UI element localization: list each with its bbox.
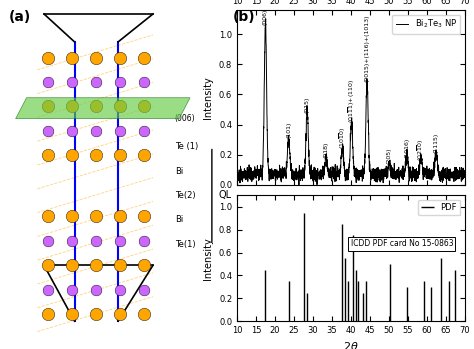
Text: (a): (a) <box>9 10 31 24</box>
Point <box>45 238 52 244</box>
Point <box>45 153 52 158</box>
Point <box>140 104 148 109</box>
Point <box>140 287 148 292</box>
Point <box>117 79 124 85</box>
Point <box>117 238 124 244</box>
Point <box>92 311 100 317</box>
Text: (1115): (1115) <box>434 133 438 153</box>
Point <box>117 104 124 109</box>
Point <box>45 262 52 268</box>
Point <box>45 311 52 317</box>
X-axis label: 2$\theta$: 2$\theta$ <box>343 341 359 349</box>
Point <box>92 79 100 85</box>
Point <box>45 214 52 219</box>
Y-axis label: Intensity: Intensity <box>203 237 213 280</box>
Text: (02$\overline{1}$0): (02$\overline{1}$0) <box>416 138 426 161</box>
Text: (10$\overline{1}$0): (10$\overline{1}$0) <box>337 126 348 148</box>
Point <box>69 104 76 109</box>
Text: ICDD PDF card No 15-0863: ICDD PDF card No 15-0863 <box>350 239 453 248</box>
Text: (0015)+(116)+(1013): (0015)+(116)+(1013) <box>365 14 370 81</box>
Point <box>69 262 76 268</box>
Point <box>45 104 52 109</box>
Point <box>92 128 100 134</box>
Point <box>69 128 76 134</box>
Point <box>140 238 148 244</box>
Text: (018): (018) <box>324 141 328 157</box>
Point <box>69 79 76 85</box>
Point <box>69 55 76 60</box>
Point <box>92 214 100 219</box>
Text: Bi: Bi <box>175 215 183 224</box>
Point <box>92 55 100 60</box>
Point <box>45 287 52 292</box>
Point <box>45 128 52 134</box>
Point <box>117 55 124 60</box>
Point <box>140 262 148 268</box>
Polygon shape <box>16 98 190 119</box>
Point <box>117 287 124 292</box>
Text: (b): (b) <box>232 10 255 24</box>
Text: QL: QL <box>219 191 231 200</box>
Point <box>69 153 76 158</box>
Text: (006): (006) <box>175 114 195 123</box>
Text: (205): (205) <box>387 147 392 164</box>
Text: (101): (101) <box>286 121 291 138</box>
Point <box>69 214 76 219</box>
Point <box>117 262 124 268</box>
Point <box>117 128 124 134</box>
Point <box>92 238 100 244</box>
Point <box>117 311 124 317</box>
Text: Te(2): Te(2) <box>175 191 195 200</box>
Text: (006): (006) <box>263 7 268 23</box>
Text: Bi: Bi <box>175 166 183 176</box>
Point <box>117 214 124 219</box>
Y-axis label: Intensity: Intensity <box>203 76 213 119</box>
Point <box>92 287 100 292</box>
Point <box>140 79 148 85</box>
Text: (01$\overline{1}$1)+(110): (01$\overline{1}$1)+(110) <box>346 78 357 122</box>
Legend: Bi$_2$Te$_3$ NP: Bi$_2$Te$_3$ NP <box>392 15 460 34</box>
Point <box>45 79 52 85</box>
Point <box>92 262 100 268</box>
Point <box>69 311 76 317</box>
Legend: PDF: PDF <box>418 200 460 215</box>
Point <box>140 153 148 158</box>
Point <box>92 153 100 158</box>
Point <box>92 104 100 109</box>
Point <box>69 238 76 244</box>
Point <box>140 128 148 134</box>
Point <box>140 311 148 317</box>
Point <box>45 55 52 60</box>
Point <box>140 214 148 219</box>
Point <box>117 153 124 158</box>
Text: Te(1): Te(1) <box>175 240 195 249</box>
Point <box>69 287 76 292</box>
Text: (015): (015) <box>305 95 310 112</box>
Text: (1016): (1016) <box>404 137 410 157</box>
Point <box>140 55 148 60</box>
Text: Te (1): Te (1) <box>175 142 198 151</box>
